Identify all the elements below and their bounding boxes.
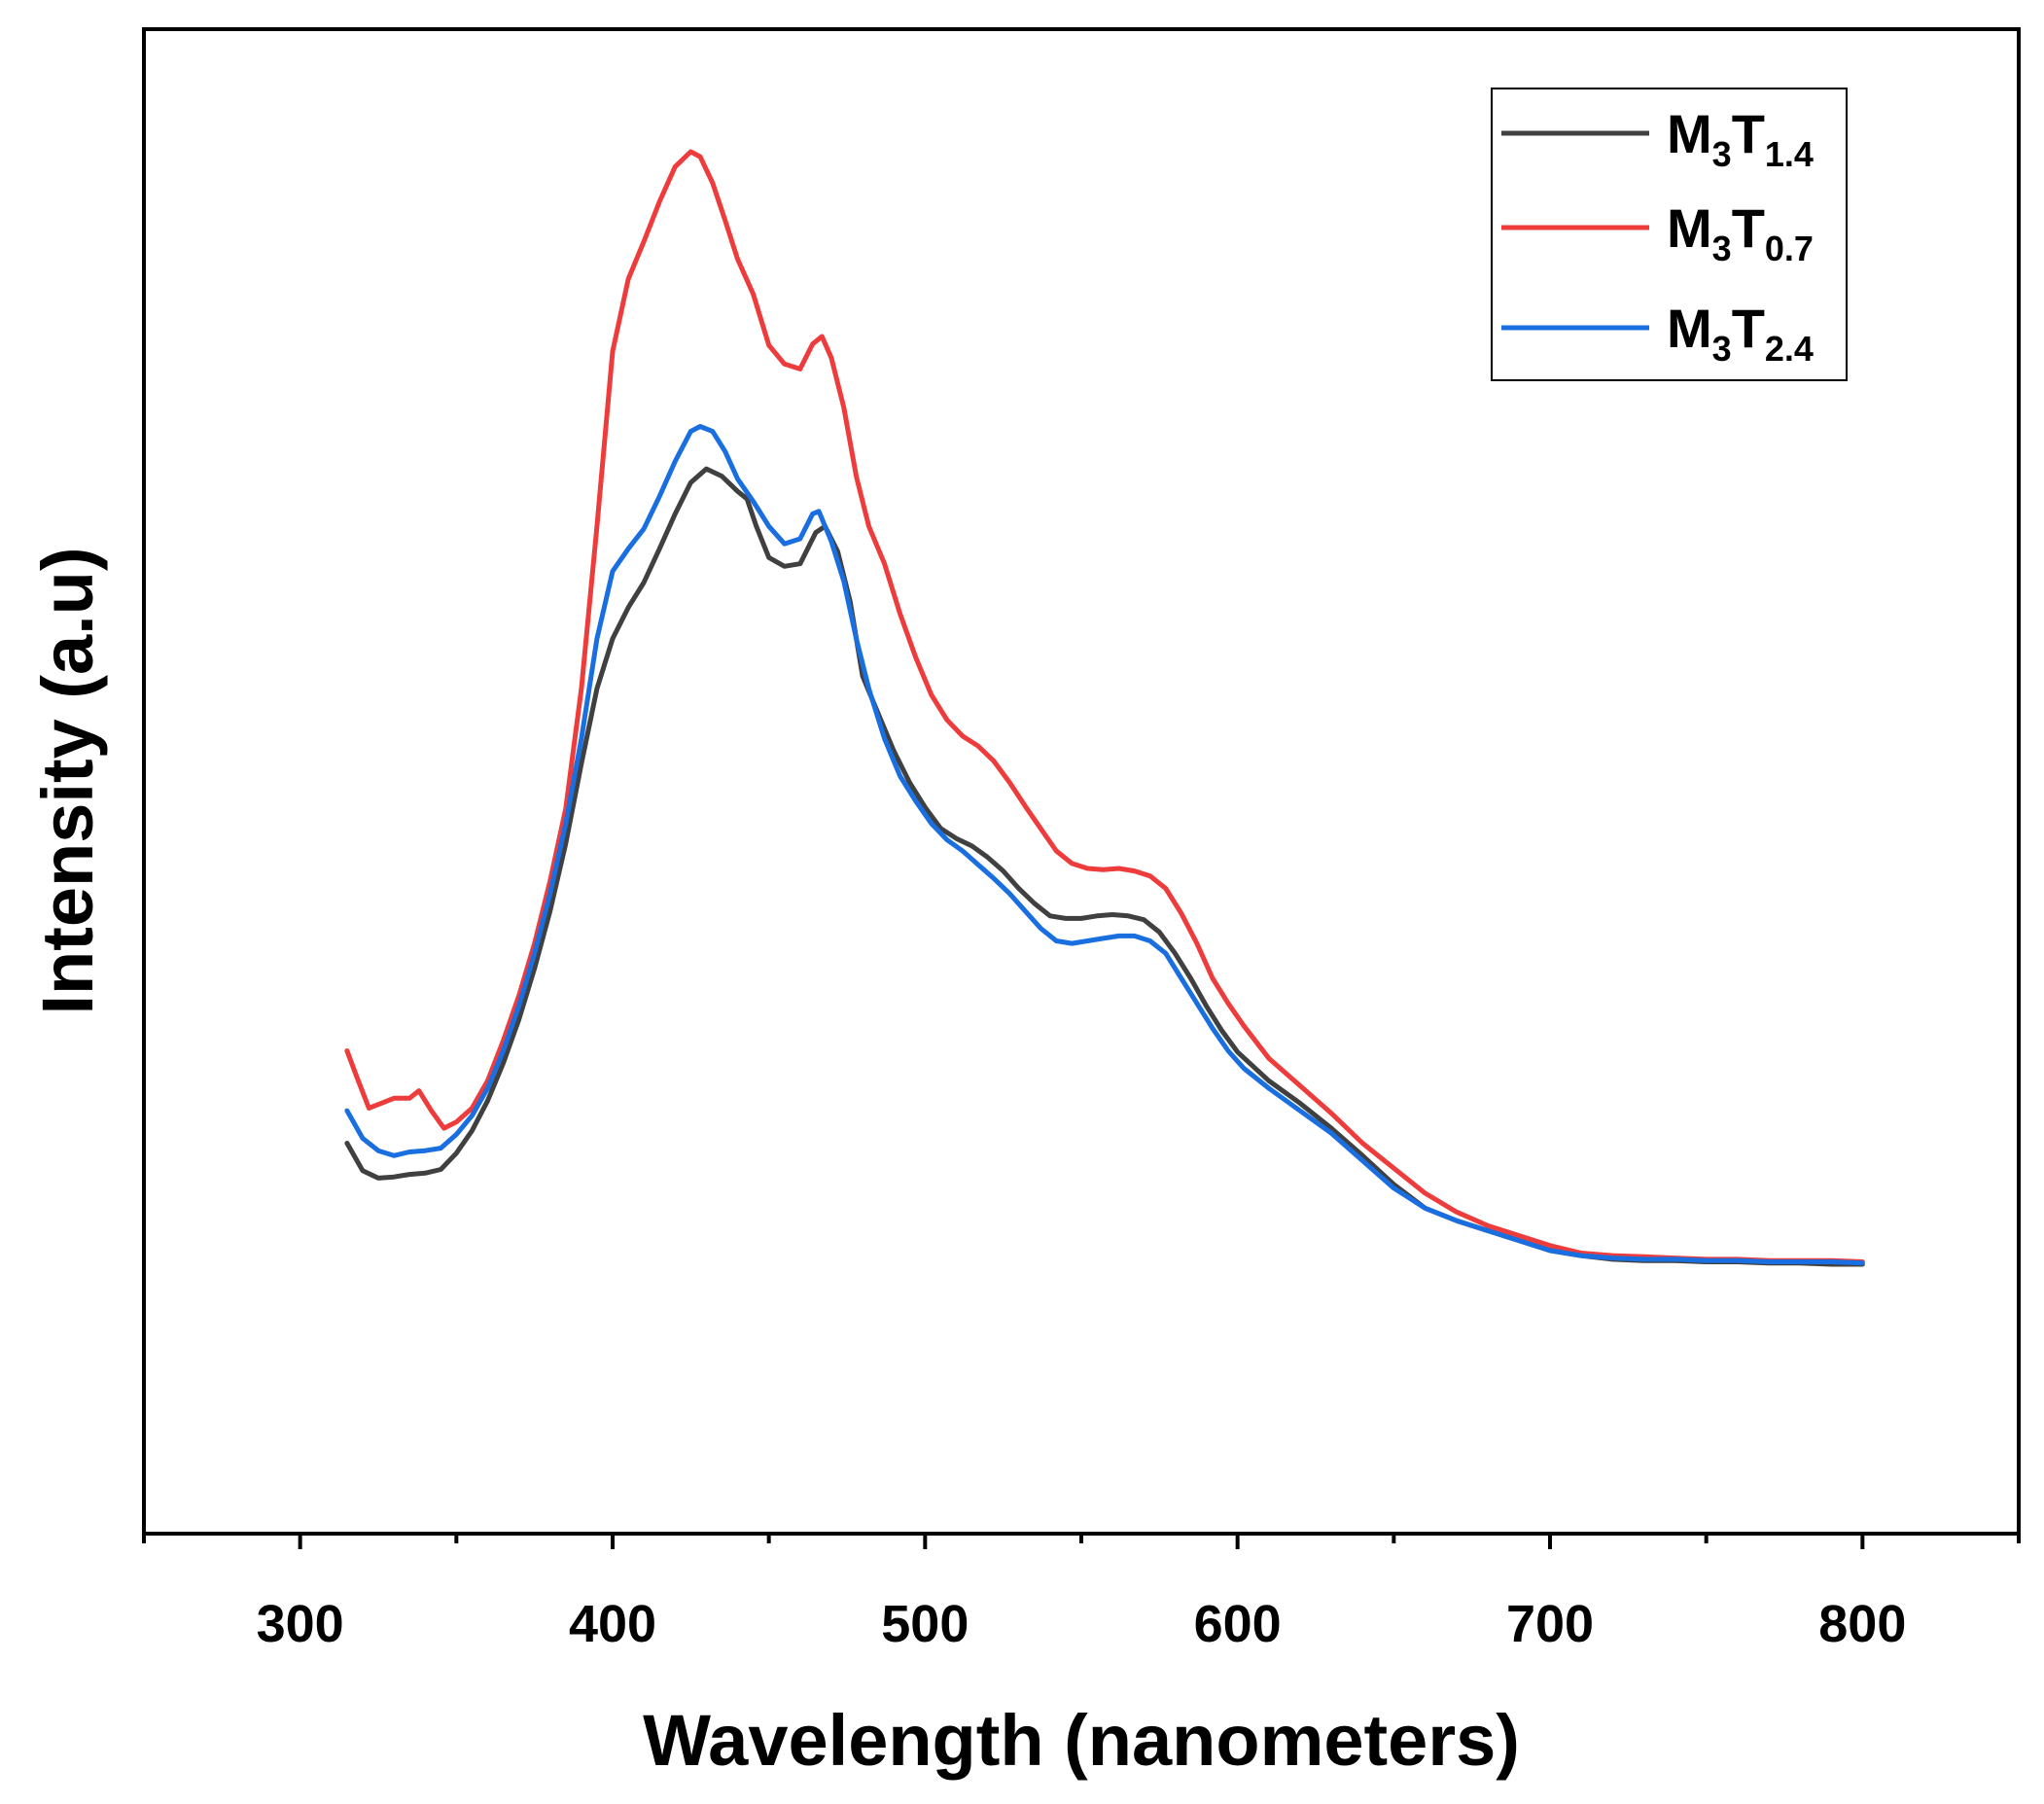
legend-label-m3t1-4: M3T1.4 xyxy=(1667,103,1814,174)
legend-box xyxy=(1491,88,1848,381)
legend-label-m3t2-4: M3T2.4 xyxy=(1667,298,1814,369)
x-axis-ticks xyxy=(142,1534,2021,1549)
series-line-m3t0-7 xyxy=(344,149,1865,1264)
series-line-m3t2-4 xyxy=(344,424,1865,1266)
x-axis-title: Wavelength (nanometers) xyxy=(643,1700,1520,1781)
x-tick-label-700: 700 xyxy=(1506,1595,1594,1653)
series-layer xyxy=(344,149,1865,1267)
x-tick-label-300: 300 xyxy=(257,1595,344,1653)
y-axis-title: Intensity (a.u) xyxy=(27,547,108,1014)
legend-label-m3t0-7: M3T0.7 xyxy=(1667,197,1814,268)
x-tick-label-400: 400 xyxy=(569,1595,656,1653)
x-tick-label-800: 800 xyxy=(1818,1595,1906,1653)
legend: M3T1.4 M3T0.7 M3T2.4 xyxy=(1491,88,1848,381)
x-axis-tick-labels: 300 400 500 600 700 800 xyxy=(257,1595,1907,1653)
x-tick-label-600: 600 xyxy=(1194,1595,1282,1653)
x-tick-label-500: 500 xyxy=(881,1595,969,1653)
